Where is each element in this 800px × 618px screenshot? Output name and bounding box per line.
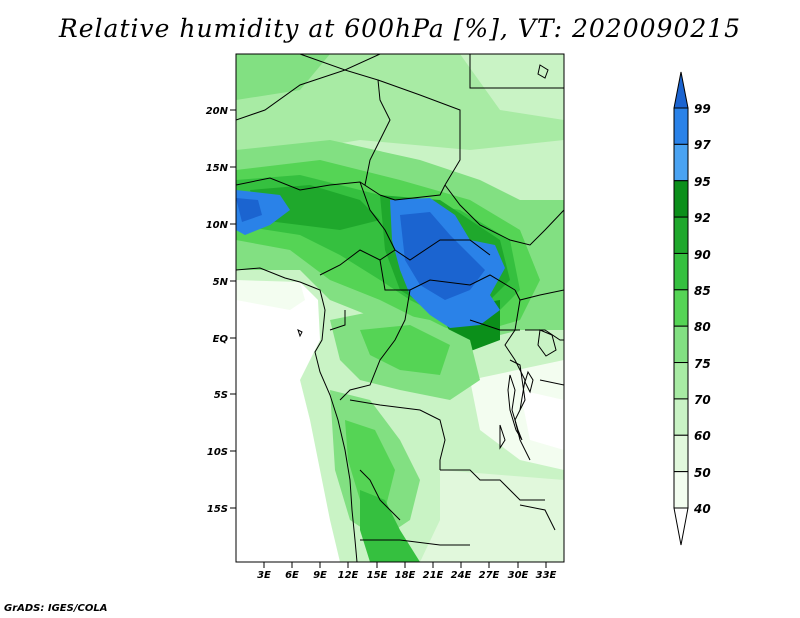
colorbar-swatch: [673, 180, 689, 218]
colorbar-swatch: [673, 143, 689, 182]
country-borders: [236, 54, 564, 562]
colorbar-swatch: [673, 434, 689, 473]
longitude-axis: 3E 6E 9E 12E 15E 18E 21E 24E 27E 30E 33E: [257, 562, 557, 581]
lon-label: 12E: [338, 570, 359, 581]
map-title: Relative humidity at 600hPa [%], VT: 202…: [58, 14, 742, 43]
humidity-field: [236, 54, 564, 562]
colorbar-swatch: [673, 252, 689, 291]
lon-label: 27E: [479, 570, 500, 581]
lon-label: 15E: [367, 570, 388, 581]
colorbar-label: 40: [693, 502, 711, 516]
lon-label: 33E: [536, 570, 557, 581]
latitude-axis: 20N 15N 10N 5N EQ 5S 10S 15S: [206, 106, 236, 515]
credit-label: GrADS: IGES/COLA: [4, 603, 108, 614]
lat-label: 20N: [206, 106, 229, 117]
lat-label: 15N: [206, 163, 229, 174]
lon-label: 9E: [313, 570, 327, 581]
colorbar-bottom-arrow: [673, 507, 689, 546]
colorbar-label: 97: [694, 138, 711, 152]
colorbar-swatch: [673, 398, 689, 436]
colorbar-label: 80: [694, 320, 711, 334]
colorbar-label: 90: [694, 248, 711, 262]
lon-label: 21E: [423, 570, 444, 581]
lat-label: EQ: [213, 334, 229, 345]
colorbar-label: 95: [694, 175, 711, 189]
colorbar-label: 60: [694, 429, 711, 443]
lat-label: 5S: [214, 390, 228, 401]
lon-label: 18E: [395, 570, 416, 581]
colorbar-swatch: [673, 289, 689, 327]
colorbar-label: 70: [694, 393, 711, 407]
lon-label: 24E: [451, 570, 472, 581]
colorbar-swatch: [673, 325, 689, 364]
lon-label: 6E: [285, 570, 299, 581]
lat-label: 10S: [207, 447, 228, 458]
colorbar-label: 75: [694, 357, 711, 371]
lon-label: 3E: [257, 570, 271, 581]
colorbar-swatch: [673, 471, 689, 509]
colorbar: 99 97 95 92 90 85 80 75 70 60 50 40: [673, 71, 711, 546]
map-frame: [235, 53, 565, 563]
lon-label: 30E: [508, 570, 529, 581]
lat-label: 15S: [207, 504, 228, 515]
colorbar-label: 99: [694, 102, 711, 116]
lat-label: 10N: [206, 220, 229, 231]
colorbar-swatch: [673, 216, 689, 254]
colorbar-top-arrow: [673, 71, 689, 109]
lat-label: 5N: [213, 277, 229, 288]
colorbar-label: 92: [694, 211, 711, 225]
colorbar-label: 85: [694, 284, 711, 298]
colorbar-swatch: [673, 362, 689, 400]
colorbar-label: 50: [694, 466, 711, 480]
colorbar-swatch: [673, 107, 689, 145]
